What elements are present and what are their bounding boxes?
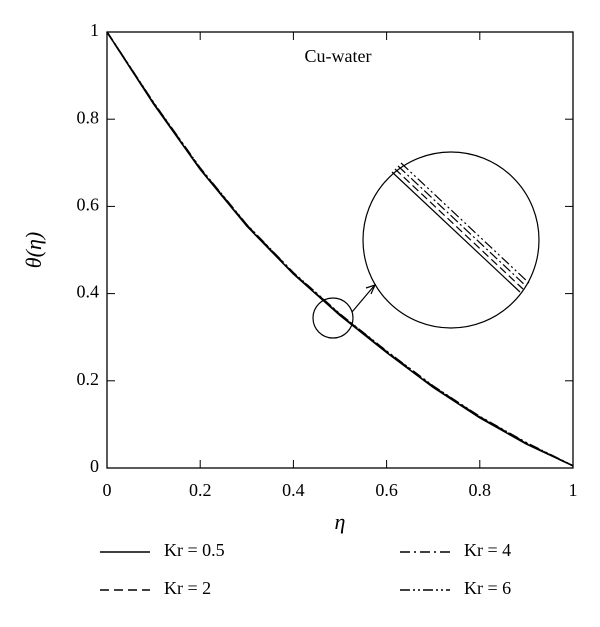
y-tick-label: 0.4 <box>77 282 100 302</box>
y-tick-label: 0 <box>90 456 99 476</box>
series-line <box>106 31 574 467</box>
series-line <box>106 31 574 467</box>
x-tick-label: 0 <box>103 480 112 500</box>
x-tick-label: 0.2 <box>189 480 212 500</box>
legend-label: Kr = 0.5 <box>164 540 225 560</box>
series-line <box>106 31 574 467</box>
series-line <box>106 31 574 467</box>
x-tick-label: 0.6 <box>375 480 398 500</box>
legend-label: Kr = 4 <box>464 540 511 560</box>
plot-frame <box>106 31 574 469</box>
x-axis-title: η <box>335 509 346 534</box>
zoom-inset <box>312 151 540 339</box>
y-tick-label: 0.2 <box>77 369 100 389</box>
legend-label: Kr = 6 <box>464 578 511 598</box>
y-tick-label: 0.8 <box>77 107 100 127</box>
legend-label: Kr = 2 <box>164 578 211 598</box>
y-axis-title: θ(η) <box>21 232 46 268</box>
y-tick-label: 0.6 <box>77 195 100 215</box>
y-tick-label: 1 <box>90 20 99 40</box>
x-tick-label: 0.8 <box>469 480 492 500</box>
x-tick-label: 0.4 <box>282 480 305 500</box>
annotation: Cu-water <box>305 46 372 66</box>
x-tick-label: 1 <box>569 480 578 500</box>
